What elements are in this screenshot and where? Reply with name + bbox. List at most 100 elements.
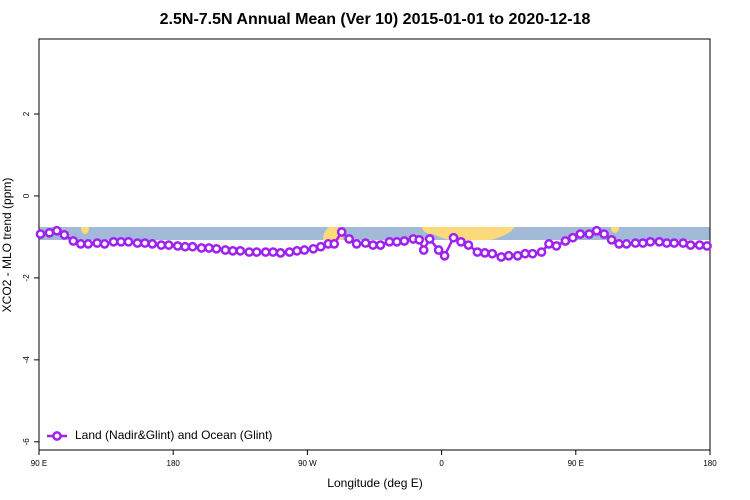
point [424,234,435,244]
y-axis-label: XCO2 - MLO trend (ppm) [0,178,14,313]
y-tick-label: -4 [22,356,31,364]
point [520,248,530,259]
point [463,240,474,250]
legend-marker [52,431,62,441]
point [315,241,326,252]
point [368,240,378,250]
point [414,234,425,245]
point [52,225,62,236]
point [479,248,490,258]
point [503,250,514,261]
point [472,247,483,257]
point [599,229,609,239]
point [116,236,126,247]
point [292,246,302,256]
point [172,241,183,251]
point [544,239,554,249]
point [44,227,55,238]
x-tick-label: 180 [167,459,181,468]
point [614,239,624,249]
point [527,248,538,259]
point [669,238,680,248]
point [375,240,386,250]
point [211,243,222,254]
x-tick-label: 90 E [568,459,584,468]
point [496,252,507,262]
point [560,236,571,246]
y-tick-label: 2 [22,111,31,116]
point [392,236,402,247]
point [268,247,278,257]
point [35,229,46,239]
point [260,247,271,257]
x-tick-label: 0 [439,459,444,468]
point [140,238,150,248]
point [299,245,310,255]
point [147,239,158,249]
point [418,245,429,255]
point [284,247,295,257]
point [251,247,262,257]
point [108,236,119,247]
x-tick-label: 180 [703,459,717,468]
point [685,240,696,250]
point [384,236,395,247]
point [448,232,459,243]
point [75,239,86,249]
point [630,238,641,248]
point [654,236,665,247]
point [244,247,255,257]
point [645,236,656,247]
point [196,243,207,253]
point [163,240,174,250]
legend-label: Land (Nadir&Glint) and Ocean (Glint) [75,428,272,442]
point [83,239,94,249]
point [584,229,595,239]
point [344,234,355,244]
y-tick-label: 0 [22,193,31,198]
point [512,250,523,261]
point [308,243,319,254]
x-tick-label: 90 E [31,459,47,468]
x-axis-label: Longitude (deg E) [327,476,422,490]
point [132,238,143,248]
point [329,239,340,249]
point [336,227,347,237]
point [551,241,562,251]
point [156,240,167,250]
point [123,236,134,247]
point [204,243,214,253]
point [275,248,286,258]
point [661,238,672,248]
point [227,246,238,256]
x-tick-label: 90 W [298,459,317,468]
point [694,240,705,250]
point [487,248,498,259]
point [59,230,70,240]
point [606,234,617,245]
point [678,238,689,248]
point [92,238,103,248]
point [187,241,198,252]
point [180,241,190,252]
point [621,239,632,249]
point [536,247,547,257]
point [456,236,466,247]
point [439,250,450,261]
point [235,246,246,256]
point [591,225,602,236]
y-tick-label: -2 [22,274,31,282]
point [99,239,110,249]
chart-title: 2.5N-7.5N Annual Mean (Ver 10) 2015-01-0… [160,11,591,28]
point [68,236,79,246]
point [220,245,231,255]
point [702,241,712,251]
point [638,238,648,248]
point [399,236,410,246]
point [433,245,444,255]
y-tick-label: -6 [22,438,31,446]
point [360,238,371,248]
point [351,239,362,249]
point [567,232,578,243]
